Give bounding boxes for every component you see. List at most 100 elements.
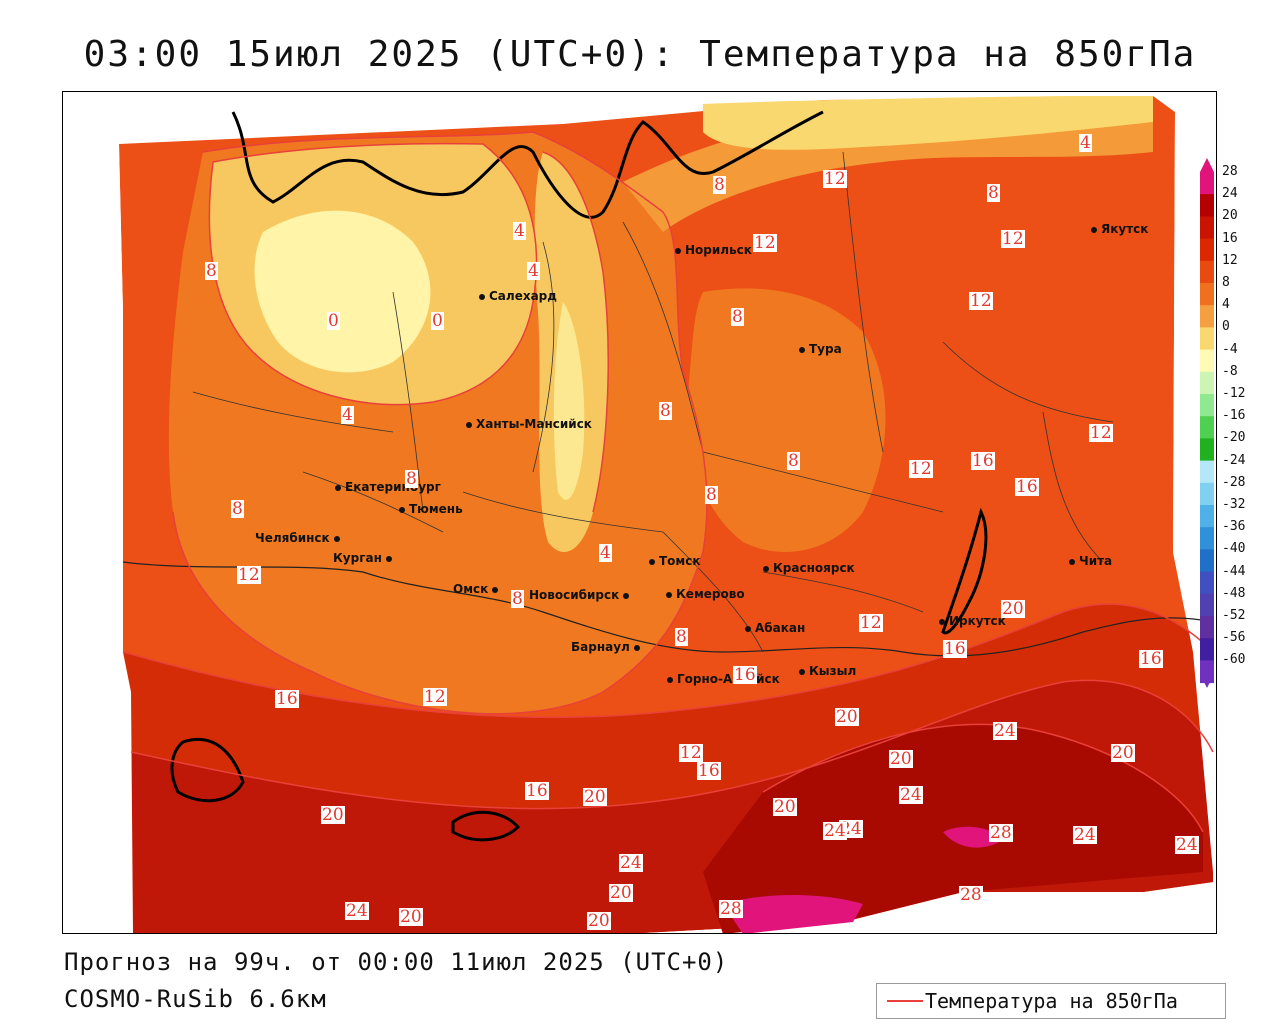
city-krasnoyarsk: Красноярск: [763, 561, 855, 575]
contour-label: 8: [787, 451, 800, 471]
contour-label: 20: [1111, 743, 1135, 763]
colorbar-tick-label: 20: [1222, 208, 1238, 224]
colorbar-cell: [1200, 549, 1214, 573]
contour-label: 16: [733, 665, 757, 685]
legend-label: Температура на 850гПа: [925, 989, 1178, 1013]
contour-label: 4: [513, 221, 526, 241]
colorbar-tick-label: 12: [1222, 252, 1238, 268]
colorbar-tick-label: -32: [1222, 497, 1246, 512]
contour-label: 20: [609, 883, 633, 903]
contour-label: 4: [341, 405, 354, 425]
contour-label: 12: [1089, 423, 1113, 443]
city-norilsk: Норильск: [675, 243, 752, 257]
colorbar-cell: [1200, 527, 1214, 550]
city-khanty-mansiysk: Ханты-Мансийск: [466, 417, 592, 431]
colorbar-tick-label: -36: [1222, 519, 1246, 535]
contour-label: 20: [835, 707, 859, 727]
colorbar-tick-label: 8: [1222, 275, 1230, 290]
field-above-28: [723, 895, 863, 933]
colorbar-tick-label: -28: [1222, 474, 1246, 490]
legend: Температура на 850гПа: [876, 983, 1226, 1019]
contour-label: 8: [511, 589, 524, 609]
field-0-4: [254, 210, 431, 373]
city-kurgan: Курган: [333, 551, 396, 565]
city-yekaterinburg: Екатеринбург: [335, 480, 441, 494]
contour-label: 8: [231, 499, 244, 519]
contour-label: 24: [823, 821, 847, 841]
contour-label: 8: [731, 307, 744, 327]
colorbar-cell: [1200, 216, 1214, 240]
city-salekhard: Салехард: [479, 289, 557, 303]
contour-label: 12: [423, 687, 447, 707]
colorbar-tick-label: -52: [1222, 608, 1246, 623]
temperature-field: [63, 92, 1216, 933]
city-gorno-altaysk: Горно-Алтайск: [667, 672, 780, 686]
contour-label: 16: [525, 781, 549, 801]
contour-label: 24: [619, 853, 643, 873]
national-border: [122, 561, 1214, 657]
contour-label: 16: [275, 689, 299, 709]
contour-label: 28: [989, 823, 1013, 843]
contour-label: 12: [1001, 229, 1025, 249]
contour-label: 16: [943, 639, 967, 659]
balkhash-lake: [451, 810, 521, 842]
contour-label: 0: [327, 311, 340, 331]
contour-label: 0: [431, 311, 444, 331]
arctic-coastline: [231, 110, 824, 219]
contour-label: 4: [599, 543, 612, 563]
colorbar-cell: [1200, 416, 1214, 439]
contour-label: 12: [909, 459, 933, 479]
contour-label: 4: [527, 261, 540, 281]
city-yakutsk: Якутск: [1091, 222, 1148, 236]
region-borders: [192, 151, 1114, 653]
contour-label: 12: [823, 169, 847, 189]
colorbar-tick-label: 4: [1222, 297, 1230, 313]
colorbar-cell: [1200, 194, 1214, 217]
legend-line-swatch: [887, 1000, 923, 1002]
colorbar-tick-label: -8: [1222, 363, 1238, 379]
contour-label: 12: [237, 565, 261, 585]
colorbar-tick-label: 24: [1222, 186, 1238, 202]
contour-label: 20: [773, 797, 797, 817]
colorbar-tick-label: -48: [1222, 585, 1246, 601]
colorbar-tick-label: -44: [1222, 563, 1246, 579]
contour-label: 8: [705, 485, 718, 505]
contour-label: 12: [859, 613, 883, 633]
contour-label: 8: [675, 627, 688, 647]
colorbar-tick-label: -12: [1222, 386, 1246, 401]
city-tomsk: Томск: [649, 554, 701, 568]
colorbar-tick-label: -40: [1222, 541, 1246, 557]
colorbar-cell: [1200, 660, 1214, 684]
colorbar-tick-label: -24: [1222, 452, 1246, 468]
colorbar-cell: [1200, 260, 1214, 284]
colorbar-tick-label: 16: [1222, 230, 1238, 246]
colorbar-cell: [1200, 327, 1214, 351]
contour-label: 20: [587, 911, 611, 931]
city-abakan: Абакан: [745, 621, 805, 635]
colorbar-cell: [1200, 172, 1214, 195]
colorbar-cell: [1200, 283, 1214, 306]
map-title: 03:00 15июл 2025 (UTC+0): Температура на…: [83, 34, 1197, 75]
city-tura: Тура: [799, 342, 842, 356]
contour-label: 28: [959, 885, 983, 905]
temperature-map: Норильск Якутск Салехард Тура Ханты-Манс…: [62, 91, 1217, 934]
contour-label: 8: [659, 401, 672, 421]
contour-label: 28: [719, 899, 743, 919]
colorbar-cell: [1200, 505, 1214, 528]
contour-label: 20: [321, 805, 345, 825]
forecast-info: Прогноз на 99ч. от 00:00 11июл 2025 (UTC…: [64, 948, 729, 976]
city-kyzyl: Кызыл: [799, 664, 856, 678]
model-name: COSMO-RuSib 6.6км: [64, 985, 327, 1013]
city-novosibirsk: Новосибирск: [529, 588, 633, 602]
colorbar-tick-label: -60: [1222, 652, 1246, 668]
city-tyumen: Тюмень: [399, 502, 463, 516]
contour-label: 24: [1073, 825, 1097, 845]
contour-label: 12: [969, 291, 993, 311]
colorbar-tick-label: -16: [1222, 408, 1246, 424]
contour-label: 8: [205, 261, 218, 281]
colorbar-cell: [1200, 616, 1214, 639]
colorbar-cell: [1200, 371, 1214, 395]
caspian-sea: [170, 737, 245, 803]
colorbar-cell: [1200, 394, 1214, 417]
colorbar: 28 24 20 16 12 8 4 0 -4 -8 -12 -16 -20 -24 -28 -32 -36 -4…: [1200, 158, 1280, 688]
